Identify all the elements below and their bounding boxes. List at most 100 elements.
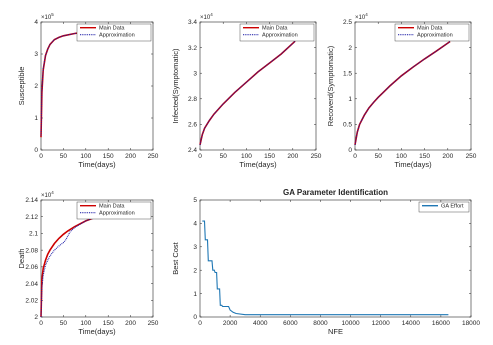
x-tick-label: 200 (442, 153, 453, 160)
axes-box (40, 21, 154, 151)
x-tick-label: 150 (103, 153, 114, 160)
y-tick-label: 0 (193, 314, 197, 321)
y-axis-label: Susceptible (17, 67, 26, 106)
series-line-2 (199, 40, 296, 146)
series-line-1 (202, 220, 449, 316)
y-tick-label: 0 (34, 147, 38, 154)
x-axis-label: Time(days) (78, 327, 116, 336)
x-axis-label: NFE (328, 327, 343, 336)
y-tick-label: 3 (193, 70, 197, 77)
x-tick-label: 12000 (372, 320, 390, 327)
y-tick-label: 1 (34, 115, 38, 122)
x-tick-label: 50 (60, 320, 68, 327)
y-exponent-label: ×105 (41, 12, 54, 21)
x-tick-label: 18000 (462, 320, 480, 327)
x-tick-label: 0 (39, 320, 43, 327)
y-exponent-label: ×104 (41, 190, 54, 199)
y-tick-label: 2.06 (25, 264, 38, 271)
y-axis-label: Death (17, 248, 26, 268)
x-tick-label: 150 (103, 320, 114, 327)
x-tick-label: 14000 (402, 320, 420, 327)
x-tick-label: 200 (125, 153, 136, 160)
subplot-2: 0 50 100 150 200 250 2.4 2.6 2.8 3 3.2 3.4×104 Time(… (171, 12, 322, 169)
y-tick-label: 2 (348, 45, 352, 52)
x-tick-label: 0 (198, 153, 202, 160)
y-tick-label: 2.6 (188, 122, 197, 129)
series-line-2 (40, 28, 133, 136)
y-tick-label: 2.12 (25, 214, 38, 221)
y-tick-label: 1 (348, 96, 352, 103)
y-tick-label: 2.04 (25, 281, 38, 288)
y-tick-label: 5 (193, 197, 197, 204)
series-line-2 (354, 41, 451, 145)
legend-label: Approximation (417, 33, 453, 39)
legend-label: Main Data (417, 26, 443, 32)
x-tick-label: 250 (311, 153, 322, 160)
x-axis-label: Time(days) (394, 160, 432, 169)
y-tick-label: 2.5 (343, 19, 352, 26)
y-tick-label: 2.08 (25, 247, 38, 254)
x-tick-label: 100 (80, 320, 91, 327)
x-tick-label: 250 (148, 320, 159, 327)
y-tick-label: 2.4 (188, 147, 197, 154)
x-tick-label: 0 (198, 320, 202, 327)
x-tick-label: 50 (60, 153, 68, 160)
legend-label: Approximation (99, 33, 135, 39)
x-tick-label: 4000 (253, 320, 268, 327)
x-tick-label: 10000 (342, 320, 360, 327)
y-tick-label: 3.4 (188, 19, 197, 26)
x-axis-label: Time(days) (78, 160, 116, 169)
x-tick-label: 250 (148, 153, 159, 160)
y-tick-label: 2.02 (25, 297, 38, 304)
legend: GA Effort (418, 201, 470, 213)
y-tick-label: 1.5 (343, 70, 352, 77)
y-exponent-label: ×104 (355, 12, 368, 21)
y-tick-label: 3.2 (188, 45, 197, 52)
legend-label: Main Data (99, 204, 125, 210)
y-axis-label: Best Cost (171, 241, 180, 274)
subplot-5: 0 2000 4000 6000 8000 10000 12000 14000 16000 180… (171, 188, 480, 336)
legend-label: Approximation (99, 211, 135, 217)
y-tick-label: 2 (193, 267, 197, 274)
axes-box (40, 199, 154, 318)
y-tick-label: 2 (34, 83, 38, 90)
series-line-2 (40, 206, 133, 318)
legend-label: Main Data (99, 26, 125, 32)
x-tick-label: 0 (39, 153, 43, 160)
x-tick-label: 0 (353, 153, 357, 160)
y-tick-label: 0 (348, 147, 352, 154)
x-tick-label: 100 (80, 153, 91, 160)
x-tick-label: 6000 (283, 320, 298, 327)
x-tick-label: 250 (466, 153, 477, 160)
y-tick-label: 4 (193, 221, 197, 228)
x-tick-label: 200 (287, 153, 298, 160)
y-axis-label: Recoverd(Symptomatic) (326, 45, 335, 126)
y-tick-label: 2.1 (29, 231, 38, 238)
x-tick-label: 16000 (432, 320, 450, 327)
x-tick-label: 100 (396, 153, 407, 160)
legend-box (418, 201, 470, 213)
legend-label: Main Data (262, 26, 288, 32)
legend-label: Approximation (262, 33, 298, 39)
x-tick-label: 150 (419, 153, 430, 160)
x-tick-label: 8000 (313, 320, 328, 327)
x-tick-label: 2000 (223, 320, 238, 327)
subplot-3: 0 50 100 150 200 250 0 0.5 1 1.5 2 2.5×104 Time(days… (326, 12, 477, 169)
axes-box (199, 21, 317, 151)
chart-title: GA Parameter Identification (283, 188, 388, 197)
y-tick-label: 3 (193, 244, 197, 251)
y-tick-label: 2.14 (25, 197, 38, 204)
x-tick-label: 50 (220, 153, 228, 160)
x-axis-label: Time(days) (239, 160, 277, 169)
y-tick-label: 4 (34, 19, 38, 26)
y-tick-label: 2.8 (188, 96, 197, 103)
x-tick-label: 200 (125, 320, 136, 327)
y-exponent-label: ×104 (200, 12, 213, 21)
subplot-4: 0 50 100 150 200 250 2 2.02 2.04 2.06 2.08 2.1 2.12 2… (17, 190, 159, 336)
y-tick-label: 1 (193, 291, 197, 298)
